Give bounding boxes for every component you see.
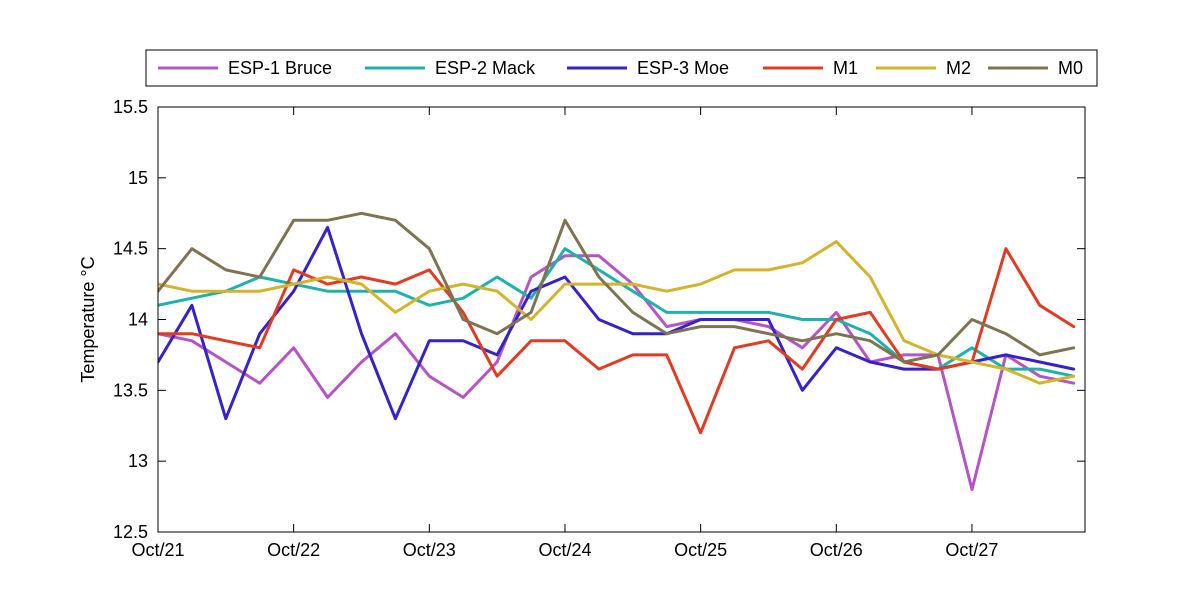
legend-label: ESP-2 Mack: [435, 58, 536, 78]
plot-area: [158, 107, 1085, 532]
legend-label: ESP-3 Moe: [637, 58, 729, 78]
legend-entry: ESP-3 Moe: [567, 58, 729, 78]
y-tick-label: 14.5: [113, 239, 148, 259]
series-line-esp-1-bruce: [158, 254, 1076, 491]
x-tick-label: Oct/21: [131, 540, 184, 560]
legend-entry: ESP-1 Bruce: [158, 58, 332, 78]
axes: 12.5 13 13.5 14 14.5 15 15.5 Oct/21 Oct/22 Oct/23…: [113, 97, 1086, 560]
plot-background: [158, 107, 1085, 532]
legend-label: M2: [946, 58, 971, 78]
legend-label: M1: [833, 58, 858, 78]
legend: ESP-1 Bruce ESP-2 Mack ESP-3 Moe M1 M2 M0: [145, 49, 1098, 87]
legend-entry: M0: [988, 58, 1083, 78]
x-tick-label: Oct/27: [945, 540, 998, 560]
y-tick-label: 15.5: [113, 97, 148, 117]
y-axis-label: Temperature °C: [78, 256, 98, 382]
series-lines: [158, 211, 1076, 491]
x-tick-label: Oct/22: [267, 540, 320, 560]
y-tick-label: 14: [128, 310, 148, 330]
legend-label: M0: [1058, 58, 1083, 78]
y-tick-label: 12.5: [113, 522, 148, 542]
x-tick-label: Oct/25: [674, 540, 727, 560]
x-tick-label: Oct/24: [538, 540, 591, 560]
legend-entry: M2: [876, 58, 971, 78]
y-tick-label: 13: [128, 451, 148, 471]
x-tick-label: Oct/23: [403, 540, 456, 560]
series-line-m2: [158, 240, 1076, 385]
legend-label: ESP-1 Bruce: [228, 58, 332, 78]
series-line-m0: [158, 211, 1076, 364]
y-tick-label: 15: [128, 168, 148, 188]
legend-entry: M1: [763, 58, 858, 78]
series-line-m1: [158, 247, 1076, 435]
legend-entry: ESP-2 Mack: [365, 58, 536, 78]
x-tick-label: Oct/26: [810, 540, 863, 560]
series-line-esp-3-moe: [158, 225, 1076, 421]
y-tick-label: 13.5: [113, 380, 148, 400]
